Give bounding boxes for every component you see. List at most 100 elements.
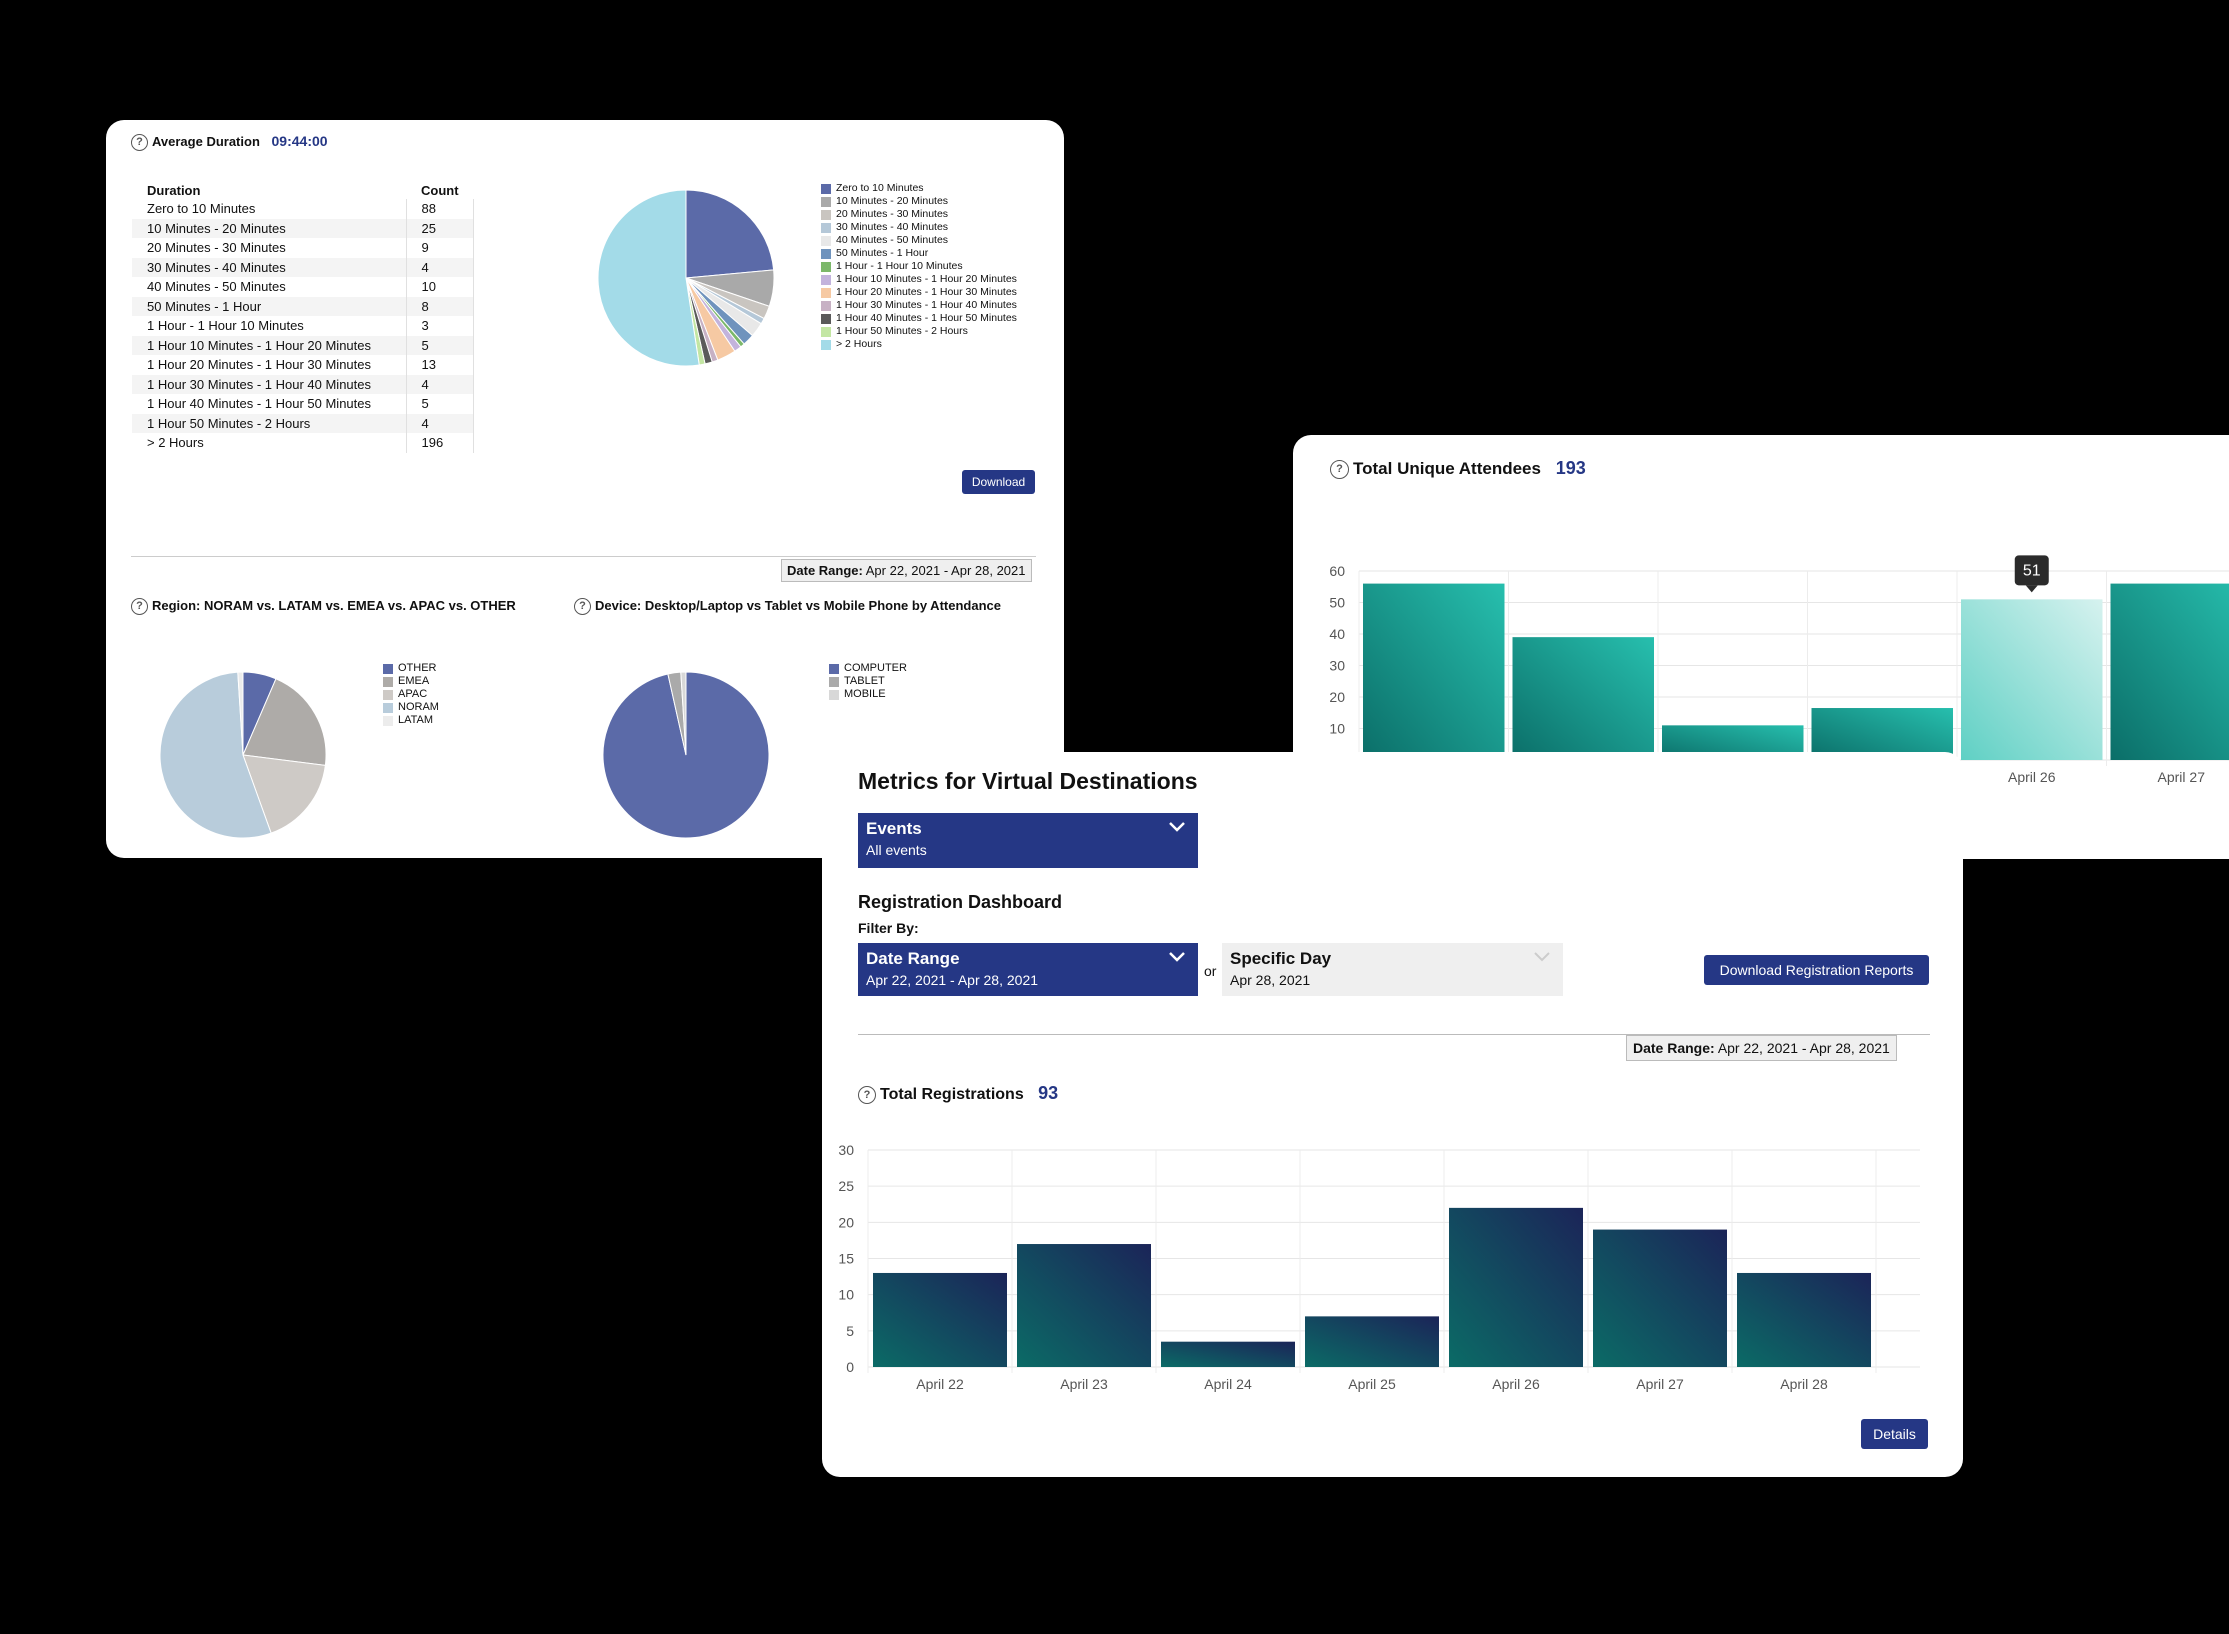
pie-slice[interactable]: [159, 671, 272, 839]
table-row: 20 Minutes - 30 Minutes 9: [132, 238, 475, 258]
legend-swatch: [821, 248, 831, 259]
pie-slice[interactable]: [242, 754, 326, 834]
bar[interactable]: [1017, 1244, 1151, 1367]
x-tick-label: April 26: [1492, 1376, 1540, 1392]
x-tick-label: April 23: [1060, 1376, 1108, 1392]
region-pie-chart: [159, 671, 327, 839]
legend-item: 1 Hour 30 Minutes - 1 Hour 40 Minutes: [821, 299, 1017, 312]
pie-slice[interactable]: [597, 189, 700, 367]
table-row: 1 Hour - 1 Hour 10 Minutes 3: [132, 316, 475, 336]
pie-slice[interactable]: [685, 189, 775, 279]
registrations-header: ? Total Registrations 93: [858, 1083, 1058, 1104]
bar[interactable]: [1737, 1272, 1871, 1367]
bar[interactable]: [1811, 708, 1954, 760]
duration-label: 10 Minutes - 20 Minutes: [132, 218, 407, 238]
attendees-title: Total Unique Attendees: [1353, 459, 1541, 478]
table-row: 30 Minutes - 40 Minutes 4: [132, 257, 475, 277]
table-row: 1 Hour 10 Minutes - 1 Hour 20 Minutes 5: [132, 335, 475, 355]
help-icon[interactable]: ?: [1330, 460, 1349, 480]
legend-swatch: [821, 196, 831, 207]
duration-header: ? Average Duration 09:44:00: [131, 133, 328, 152]
legend-item: 10 Minutes - 20 Minutes: [821, 195, 1017, 208]
duration-label: 50 Minutes - 1 Hour: [132, 296, 407, 316]
duration-label: 40 Minutes - 50 Minutes: [132, 277, 407, 297]
legend-swatch: [821, 183, 831, 194]
legend-swatch: [821, 300, 831, 311]
download-registration-reports-button[interactable]: Download Registration Reports: [1704, 955, 1929, 985]
pie-slice[interactable]: [242, 678, 327, 766]
date-range-label: Date Range:: [787, 563, 863, 578]
legend-item: LATAM: [383, 714, 439, 727]
legend-label: TABLET: [844, 675, 885, 687]
duration-pie-chart: [597, 189, 775, 367]
date-range-pill: Date Range: Apr 22, 2021 - Apr 28, 2021: [1626, 1035, 1897, 1061]
table-row: 40 Minutes - 50 Minutes 10: [132, 277, 475, 297]
help-icon[interactable]: ?: [574, 598, 591, 616]
legend-label: 40 Minutes - 50 Minutes: [836, 234, 949, 246]
table-row: Zero to 10 Minutes 88: [132, 199, 475, 219]
y-tick-label: 10: [1329, 721, 1345, 737]
legend-item: COMPUTER: [829, 662, 907, 675]
filter-by-label: Filter By:: [858, 920, 919, 936]
bar[interactable]: [1512, 637, 1655, 760]
chevron-down-icon: [1534, 952, 1550, 962]
attendees-header: ? Total Unique Attendees 193: [1330, 458, 1586, 480]
download-button[interactable]: Download: [962, 470, 1035, 494]
duration-count: 10: [406, 277, 475, 297]
legend-swatch: [383, 676, 393, 687]
bar[interactable]: [1961, 599, 2103, 760]
events-dropdown-label: Events: [866, 819, 922, 838]
bar[interactable]: [1449, 1207, 1583, 1367]
help-icon[interactable]: ?: [858, 1085, 876, 1104]
legend-label: MOBILE: [844, 688, 886, 700]
or-text: or: [1204, 963, 1217, 979]
legend-label: 30 Minutes - 40 Minutes: [836, 221, 949, 233]
bar[interactable]: [1161, 1341, 1295, 1367]
legend-item: 20 Minutes - 30 Minutes: [821, 208, 1017, 221]
duration-count: 4: [406, 257, 475, 277]
legend-item: 1 Hour 50 Minutes - 2 Hours: [821, 325, 1017, 338]
specific-day-dropdown[interactable]: Specific Day Apr 28, 2021: [1222, 943, 1563, 996]
details-button[interactable]: Details: [1861, 1419, 1928, 1449]
duration-label: 1 Hour 10 Minutes - 1 Hour 20 Minutes: [132, 335, 407, 355]
y-tick-label: 5: [846, 1323, 854, 1339]
legend-label: 10 Minutes - 20 Minutes: [836, 195, 949, 207]
bar[interactable]: [1593, 1229, 1727, 1367]
pie-slice[interactable]: [680, 671, 687, 756]
legend-label: 50 Minutes - 1 Hour: [836, 247, 929, 259]
specific-day-dropdown-value: Apr 28, 2021: [1230, 972, 1311, 988]
help-icon[interactable]: ?: [131, 598, 148, 616]
duration-count: 4: [406, 374, 475, 394]
duration-label: 1 Hour 50 Minutes - 2 Hours: [132, 413, 407, 433]
date-range-dropdown[interactable]: Date Range Apr 22, 2021 - Apr 28, 2021: [858, 943, 1198, 996]
legend-swatch: [821, 235, 831, 246]
table-header-row: Duration Count: [132, 180, 474, 199]
legend-label: COMPUTER: [844, 662, 907, 674]
table-row: 1 Hour 30 Minutes - 1 Hour 40 Minutes 4: [132, 374, 475, 394]
bar[interactable]: [1363, 583, 1505, 760]
device-title-text: Device: Desktop/Laptop vs Tablet vs Mobi…: [595, 598, 1001, 613]
events-dropdown-value: All events: [866, 842, 927, 858]
legend-swatch: [821, 339, 831, 350]
specific-day-dropdown-label: Specific Day: [1230, 949, 1332, 968]
device-title: ? Device: Desktop/Laptop vs Tablet vs Mob…: [574, 598, 1014, 616]
region-title-text: Region: NORAM vs. LATAM vs. EMEA vs. APA…: [152, 598, 516, 613]
date-range-dropdown-value: Apr 22, 2021 - Apr 28, 2021: [866, 972, 1039, 988]
bar[interactable]: [873, 1272, 1007, 1367]
legend-item: OTHER: [383, 662, 439, 675]
duration-count: 8: [406, 296, 475, 316]
legend-label: 1 Hour 30 Minutes - 1 Hour 40 Minutes: [836, 299, 1017, 311]
bar[interactable]: [2110, 583, 2229, 760]
x-tick-label: April 27: [1636, 1376, 1684, 1392]
bar[interactable]: [1305, 1316, 1439, 1367]
help-icon[interactable]: ?: [131, 134, 148, 152]
legend-item: 1 Hour 10 Minutes - 1 Hour 20 Minutes: [821, 273, 1017, 286]
table-row: 50 Minutes - 1 Hour 8: [132, 296, 475, 316]
chevron-down-icon: [1169, 952, 1185, 962]
legend-swatch: [821, 313, 831, 324]
duration-count: 196: [406, 433, 475, 453]
legend-swatch: [821, 209, 831, 220]
registrations-title: Total Registrations: [880, 1086, 1024, 1103]
events-dropdown[interactable]: Events All events: [858, 813, 1198, 868]
pie-slice[interactable]: [237, 671, 244, 756]
